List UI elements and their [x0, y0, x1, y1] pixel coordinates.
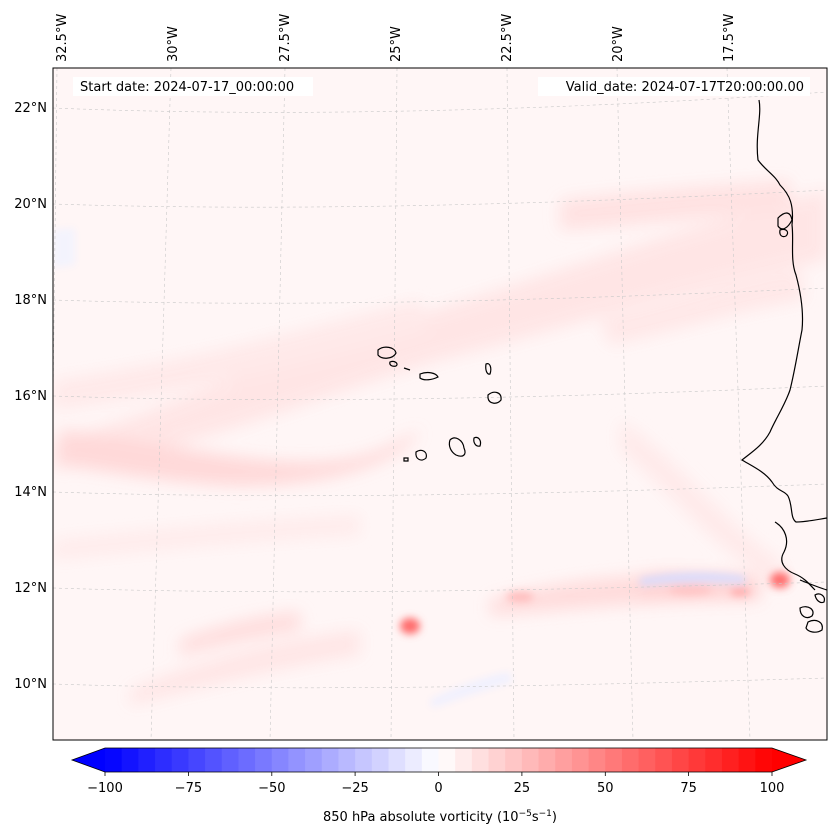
colorbar-tick-label: −100 [87, 781, 123, 796]
colorbar-segment [371, 748, 390, 772]
coastlines [377, 99, 827, 633]
colorbar-segment [205, 748, 223, 772]
colorbar-segment [255, 748, 273, 772]
colorbar-segment [388, 748, 406, 772]
colorbar-segment [755, 748, 773, 772]
colorbar-segment [238, 748, 256, 772]
colorbar-tick-label: 100 [760, 781, 785, 796]
colorbar-max-extend [772, 748, 806, 772]
colorbar-segment [188, 748, 206, 772]
colorbar-segment [421, 748, 440, 772]
colorbar-segment [721, 748, 740, 772]
colorbar-segment [521, 748, 540, 772]
colorbar-segment [671, 748, 690, 772]
colorbar-label-exp1: −5 [519, 809, 532, 819]
start-date-label: Start date: 2024-07-17_00:00:00 [80, 80, 294, 95]
colorbar-segments [72, 748, 806, 772]
colorbar: −100 −75 −50 −25 0 25 50 75 100 850 hPa … [70, 747, 808, 825]
lat-label: 22°N [14, 101, 47, 116]
colorbar-label-end: ) [552, 810, 557, 825]
colorbar-label-text: 850 hPa absolute vorticity (10 [323, 810, 519, 825]
colorbar-segment [588, 748, 606, 772]
colorbar-ticks [104, 772, 773, 776]
colorbar-label-exp2: −1 [539, 809, 552, 819]
start-date-box [73, 77, 313, 96]
longitude-labels: 32.5°W 30°W 27.5°W 25°W 22.5°W 20°W 17.5… [55, 14, 737, 62]
colorbar-segment [638, 748, 656, 772]
lat-label: 20°N [14, 197, 47, 212]
valid-date-box [538, 77, 810, 96]
colorbar-label: 850 hPa absolute vorticity (10−5s−1) [323, 809, 557, 825]
lon-label: 25°W [389, 26, 404, 62]
colorbar-segment [571, 748, 590, 772]
colorbar-segment [121, 748, 139, 772]
valid-date-label: Valid_date: 2024-07-17T20:00:00.00 [566, 80, 804, 95]
colorbar-segment [355, 748, 373, 772]
colorbar-segment [321, 748, 340, 772]
colorbar-segment [305, 748, 323, 772]
colorbar-segment [271, 748, 290, 772]
colorbar-segment [438, 748, 456, 772]
colorbar-segment [471, 748, 490, 772]
colorbar-segment [555, 748, 573, 772]
colorbar-segment [288, 748, 306, 772]
colorbar-tick-label: 75 [680, 781, 697, 796]
colorbar-tick-label: 25 [514, 781, 531, 796]
colorbar-segment [621, 748, 640, 772]
colorbar-segment [488, 748, 506, 772]
colorbar-label-mid: s [532, 810, 539, 825]
colorbar-tick-label: 50 [597, 781, 614, 796]
colorbar-segment [171, 748, 189, 772]
lat-label: 18°N [14, 293, 47, 308]
colorbar-segment [505, 748, 523, 772]
colorbar-tick-label: −50 [258, 781, 285, 796]
lon-label: 20°W [611, 26, 626, 62]
colorbar-segment [405, 748, 423, 772]
colorbar-min-extend [72, 748, 105, 772]
lon-label: 22.5°W [500, 14, 515, 62]
colorbar-segment [705, 748, 723, 772]
graticule [53, 68, 827, 740]
colorbar-segment [655, 748, 673, 772]
lon-label: 30°W [166, 26, 181, 62]
colorbar-segment [688, 748, 706, 772]
colorbar-segment [605, 748, 623, 772]
colorbar-segment [455, 748, 473, 772]
colorbar-segment [138, 748, 156, 772]
lat-label: 12°N [14, 581, 47, 596]
colorbar-segment [338, 748, 356, 772]
lat-label: 16°N [14, 389, 47, 404]
colorbar-tick-label: −75 [175, 781, 202, 796]
colorbar-tick-label: −25 [341, 781, 368, 796]
colorbar-segment [538, 748, 556, 772]
map-frame [52, 67, 828, 741]
lon-label: 32.5°W [55, 14, 70, 62]
lat-label: 10°N [14, 677, 47, 692]
colorbar-segment [105, 748, 123, 772]
map-panel: Start date: 2024-07-17_00:00:00 Valid_da… [53, 68, 827, 740]
lat-label: 14°N [14, 485, 47, 500]
colorbar-tick-label: 0 [434, 781, 442, 796]
lon-label: 17.5°W [722, 14, 737, 62]
latitude-labels: 22°N 20°N 18°N 16°N 14°N 12°N 10°N [14, 101, 47, 692]
colorbar-segment [221, 748, 240, 772]
lon-label: 27.5°W [278, 14, 293, 62]
vorticity-field [53, 180, 827, 708]
colorbar-segment [155, 748, 173, 772]
colorbar-segment [738, 748, 756, 772]
